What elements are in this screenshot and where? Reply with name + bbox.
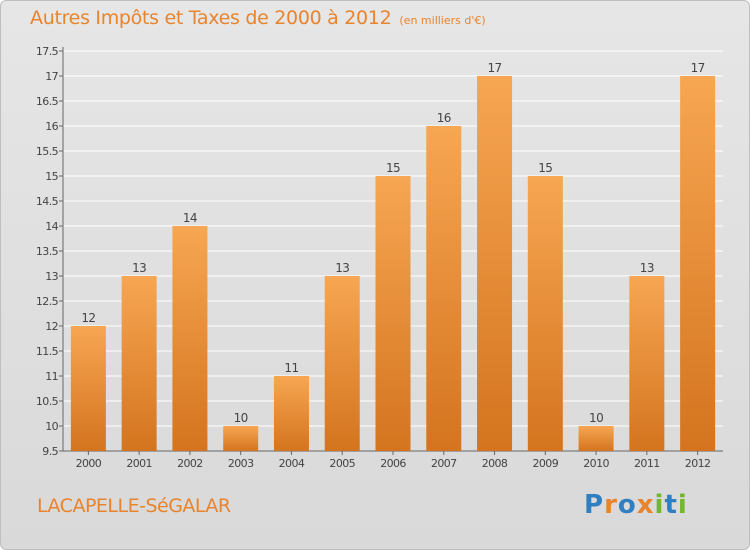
bar xyxy=(527,176,563,451)
labels: 9.5 10 10.5 11 11.5 12 12.5 13 13.5 14 14.5 15 15.5 1… xyxy=(36,45,711,470)
y-tick-label: 17 xyxy=(45,70,58,83)
bar xyxy=(426,126,462,451)
bar xyxy=(273,376,309,451)
bar-value-label: 10 xyxy=(234,411,248,425)
chart-title: Autres Impôts et Taxes de 2000 à 2012 xyxy=(30,7,392,29)
chart-subtitle: (en milliers d'€) xyxy=(399,14,486,27)
bar xyxy=(70,326,106,451)
x-tick-label: 2006 xyxy=(380,457,406,470)
bar-value-label: 15 xyxy=(538,161,552,175)
title-row: Autres Impôts et Taxes de 2000 à 2012 (en… xyxy=(30,7,486,29)
y-tick-label: 9.5 xyxy=(42,445,58,458)
bar-value-label: 10 xyxy=(589,411,603,425)
bar xyxy=(375,176,411,451)
y-tick-label: 11 xyxy=(45,370,58,383)
bar-value-label: 17 xyxy=(691,61,705,75)
bar xyxy=(172,226,208,451)
y-tick-label: 12 xyxy=(45,320,58,333)
bar-value-label: 12 xyxy=(81,311,95,325)
proxiti-logo: Proxiti xyxy=(584,490,688,520)
y-tick-label: 10 xyxy=(45,420,58,433)
bar-value-label: 13 xyxy=(335,261,349,275)
x-tick-label: 2002 xyxy=(177,457,203,470)
y-tick-label: 11.5 xyxy=(36,345,59,358)
bar-value-label: 16 xyxy=(437,111,451,125)
x-tick-label: 2003 xyxy=(228,457,254,470)
bar-value-label: 14 xyxy=(183,211,197,225)
y-tick-label: 15.5 xyxy=(36,145,59,158)
bar-value-label: 13 xyxy=(640,261,654,275)
bar xyxy=(578,426,614,451)
x-tick-label: 2008 xyxy=(482,457,508,470)
bar xyxy=(121,276,157,451)
y-tick-label: 15 xyxy=(45,170,58,183)
x-tick-label: 2005 xyxy=(329,457,355,470)
bar xyxy=(477,76,513,451)
y-tick-label: 13.5 xyxy=(36,245,59,258)
bar xyxy=(223,426,259,451)
y-tick-label: 10.5 xyxy=(36,395,59,408)
x-tick-label: 2007 xyxy=(431,457,457,470)
bar-value-label: 13 xyxy=(132,261,146,275)
bars xyxy=(70,76,716,451)
bar-value-label: 11 xyxy=(284,361,298,375)
y-tick-label: 13 xyxy=(45,270,58,283)
bar xyxy=(324,276,360,451)
y-tick-label: 14.5 xyxy=(36,195,59,208)
bar xyxy=(629,276,665,451)
y-tick-label: 16.5 xyxy=(36,95,59,108)
bar xyxy=(680,76,716,451)
x-tick-label: 2012 xyxy=(685,457,711,470)
y-tick-label: 17.5 xyxy=(36,45,59,58)
x-tick-label: 2011 xyxy=(634,457,660,470)
commune-name: LACAPELLE-SéGALAR xyxy=(37,495,231,517)
y-tick-label: 14 xyxy=(45,220,58,233)
x-tick-label: 2004 xyxy=(279,457,305,470)
x-tick-label: 2010 xyxy=(583,457,609,470)
y-tick-label: 12.5 xyxy=(36,295,59,308)
x-tick-label: 2001 xyxy=(126,457,152,470)
x-tick-label: 2000 xyxy=(76,457,102,470)
bar-value-label: 17 xyxy=(487,61,501,75)
y-tick-label: 16 xyxy=(45,120,58,133)
bar-value-label: 15 xyxy=(386,161,400,175)
x-tick-label: 2009 xyxy=(533,457,559,470)
